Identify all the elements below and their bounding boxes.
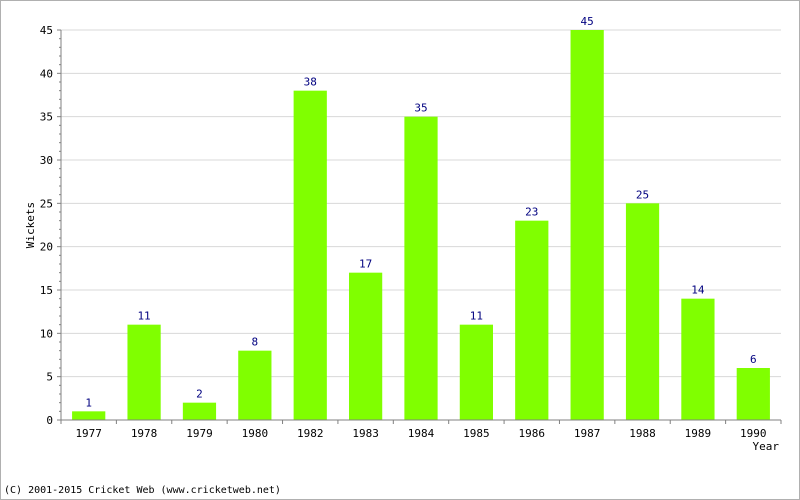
bar-1977: [72, 411, 106, 420]
x-tick-label-1986: 1986: [519, 427, 546, 440]
y-tick-label: 45: [40, 24, 53, 37]
data-label-1982: 38: [304, 76, 317, 89]
axes: [60, 30, 781, 421]
bar-1987: [570, 30, 604, 420]
x-tick-label-1977: 1977: [75, 427, 102, 440]
copyright-text: (C) 2001-2015 Cricket Web (www.cricketwe…: [4, 485, 281, 496]
x-tick-label-1978: 1978: [131, 427, 158, 440]
bar-1990: [736, 368, 770, 420]
bar-1985: [459, 324, 493, 420]
bar-1984: [404, 116, 438, 421]
data-label-1988: 25: [636, 188, 649, 201]
y-tick-label: 35: [40, 111, 53, 124]
data-label-1989: 14: [691, 284, 705, 297]
x-tick-label-1984: 1984: [408, 427, 435, 440]
x-tick-label-1982: 1982: [297, 427, 324, 440]
bar-1979: [182, 402, 217, 420]
x-tick-label-1980: 1980: [242, 427, 269, 440]
x-tick-label-1985: 1985: [463, 427, 490, 440]
x-tick-label-1987: 1987: [574, 427, 601, 440]
data-label-1983: 17: [359, 258, 372, 271]
bar-1988: [625, 203, 660, 420]
x-tick-label-1990: 1990: [740, 427, 767, 440]
bars: [72, 30, 770, 421]
x-tick-label-1989: 1989: [685, 427, 712, 440]
y-ticks: 0 5 10 15 20 25 30 35 40 45: [40, 24, 61, 427]
y-tick-label: 10: [40, 327, 53, 340]
y-tick-label: 5: [46, 371, 53, 384]
y-tick-label: 40: [40, 67, 53, 80]
data-label-1980: 8: [252, 336, 259, 349]
bar-1980: [238, 350, 272, 420]
data-label-1990: 6: [750, 353, 757, 366]
x-axis-title: Year: [753, 440, 780, 453]
bar-1978: [127, 324, 161, 420]
bar-1982: [293, 90, 327, 421]
data-label-1985: 11: [470, 310, 483, 323]
x-ticks: 1977 1978 1979 1980 1982 1983 1984 1985 1986 1987…: [60, 420, 782, 440]
data-label-1979: 2: [196, 388, 203, 401]
bar-1989: [681, 298, 715, 420]
x-tick-label-1988: 1988: [629, 427, 656, 440]
bar-1986: [515, 220, 549, 420]
data-label-1986: 23: [525, 206, 538, 219]
bar-1983: [349, 272, 383, 420]
y-tick-label: 30: [40, 154, 53, 167]
y-axis-title: Wickets: [24, 202, 37, 248]
x-tick-label-1983: 1983: [352, 427, 379, 440]
y-tick-label: 20: [40, 241, 53, 254]
y-tick-label: 25: [40, 197, 53, 210]
data-label-1987: 45: [581, 15, 594, 28]
data-label-1978: 11: [137, 310, 150, 323]
data-label-1977: 1: [85, 396, 92, 409]
data-label-1984: 35: [414, 102, 427, 115]
y-tick-label: 15: [40, 284, 53, 297]
y-tick-label: 0: [46, 414, 53, 427]
x-tick-label-1979: 1979: [186, 427, 213, 440]
